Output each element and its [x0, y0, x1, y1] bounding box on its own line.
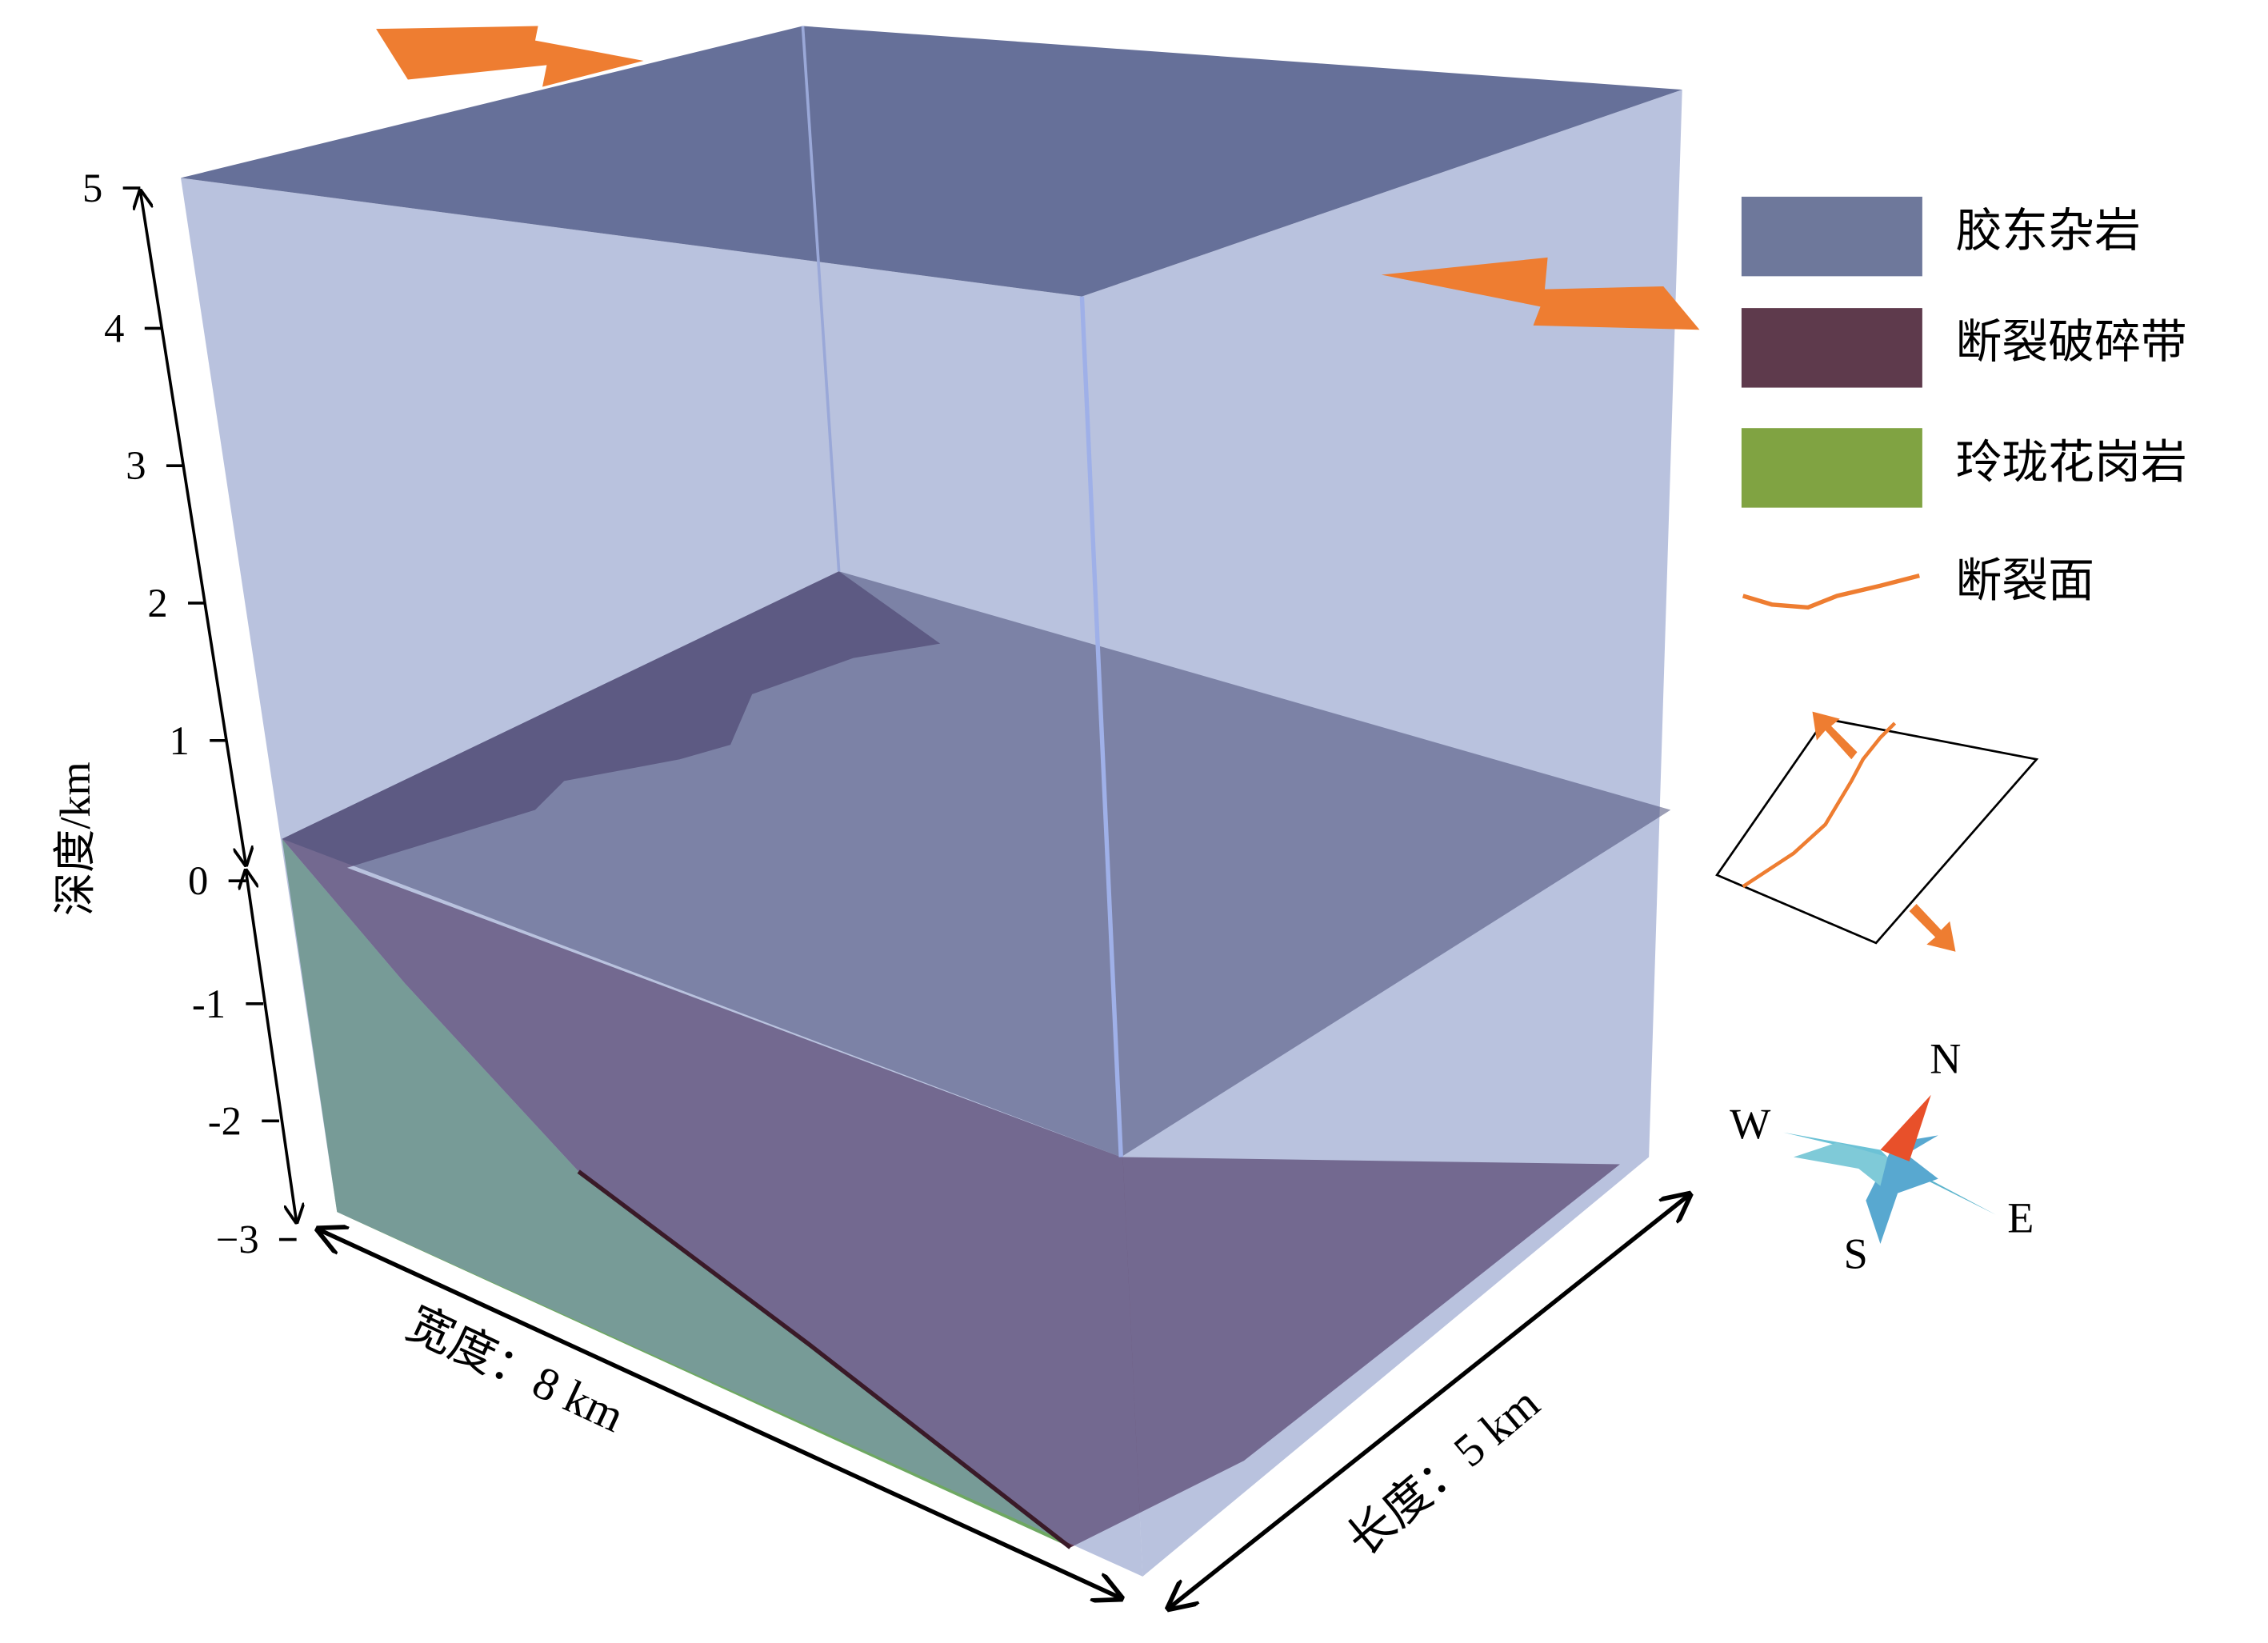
tick-label: 5 [82, 166, 102, 210]
length-arrow [1169, 1194, 1690, 1608]
legend-swatch [1741, 196, 1922, 277]
axis-label: 深度/km [51, 762, 99, 916]
inset [1715, 711, 2039, 952]
compass-w: W [1730, 1100, 1771, 1148]
length-label: 长度：5 km [1338, 1377, 1550, 1566]
tick-label: −3 [216, 1217, 259, 1262]
tick-label: 1 [170, 718, 190, 763]
legend-swatch [1741, 428, 1922, 508]
tick-label: 3 [126, 443, 146, 488]
box-top [181, 26, 1682, 297]
compass-e: E [2007, 1193, 2034, 1241]
legend-line [1742, 573, 1920, 610]
legend-label: 玲珑花岗岩 [1955, 436, 2186, 488]
legend-label: 胶东杂岩 [1955, 205, 2140, 257]
depth-zero-plane [282, 571, 1671, 1157]
tick-label: -2 [208, 1098, 242, 1143]
tick-label: -1 [192, 981, 226, 1026]
compass-n: N [1930, 1034, 1961, 1082]
depth-axis [140, 191, 296, 1222]
edge [801, 26, 841, 572]
tick-label: 0 [188, 858, 208, 903]
legend-label: 断裂面 [1955, 555, 2094, 607]
tick-label: 2 [147, 581, 167, 626]
legend-label: 断裂破碎带 [1955, 316, 2186, 368]
legend-swatch [1741, 308, 1922, 388]
orange-arrows [376, 26, 1700, 330]
edge [1079, 296, 1123, 1157]
width-arrow [318, 1229, 1121, 1598]
compass-s: S [1844, 1229, 1868, 1277]
tick-label: 4 [104, 306, 124, 350]
compass: N W E S [1730, 1034, 2034, 1277]
